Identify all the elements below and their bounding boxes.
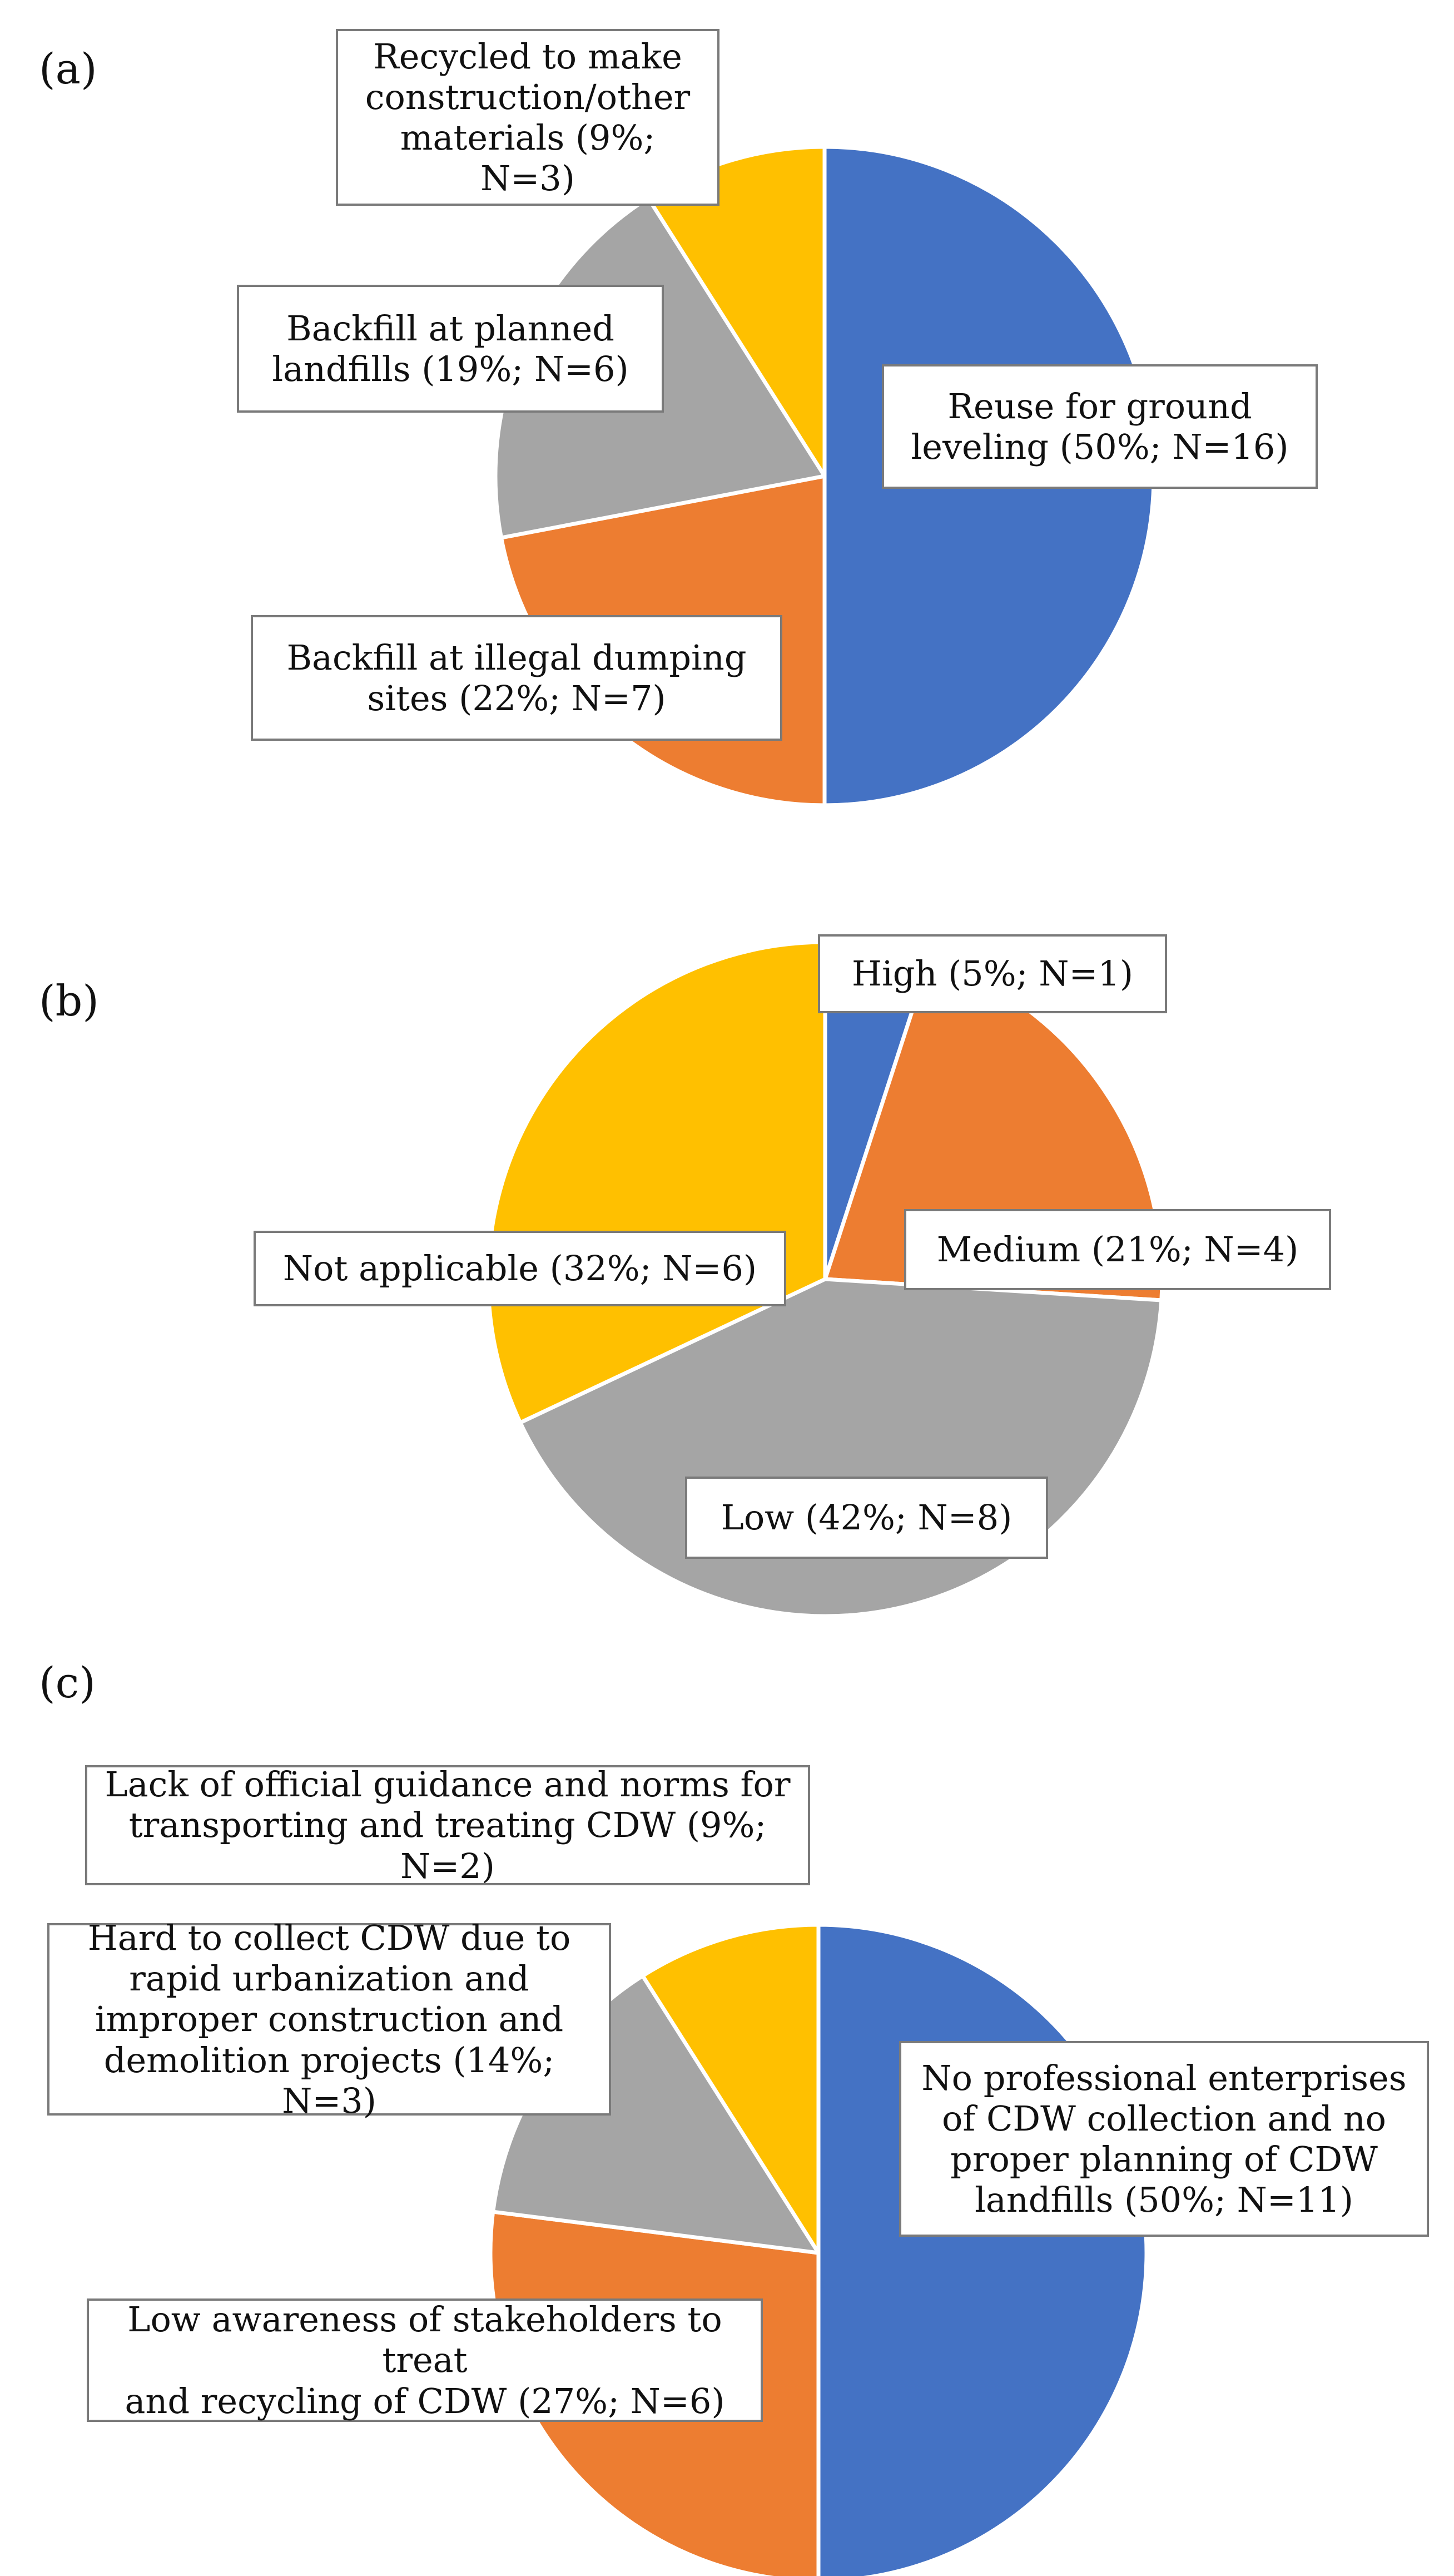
pie-slice-c-0 <box>816 1923 1149 2576</box>
pie-panel-b: (b) High (5%; N=1) Medium (21%; N=4) Not… <box>0 934 1454 1668</box>
panel-label-b: (b) <box>39 976 99 1026</box>
pie-panel-a: (a) Recycled to make construction/other … <box>0 0 1454 868</box>
slice-label-c-0: No professional enterprises of CDW colle… <box>899 2041 1429 2237</box>
pie-slice-c-3 <box>641 1923 821 2255</box>
slice-label-b-0: High (5%; N=1) <box>818 934 1167 1013</box>
slice-label-b-3: Not applicable (32%; N=6) <box>254 1231 786 1306</box>
slice-label-a-3: Recycled to make construction/other mate… <box>336 29 719 206</box>
slice-label-c-3: Lack of official guidance and norms for … <box>85 1764 810 1886</box>
panel-label-a: (a) <box>39 44 97 93</box>
slice-label-a-2: Backfill at planned landfills (19%; N=6) <box>237 285 664 413</box>
slice-label-c-2: Hard to collect CDW due to rapid urbaniz… <box>47 1918 611 2121</box>
slice-label-b-2: Low (42%; N=8) <box>685 1477 1048 1559</box>
panel-label-c: (c) <box>39 1658 96 1707</box>
pie-panel-c: (c) Lack of official guidance and norms … <box>0 1646 1454 2576</box>
slice-label-a-1: Backfill at illegal dumping sites (22%; … <box>251 615 782 741</box>
slice-label-b-1: Medium (21%; N=4) <box>904 1209 1331 1290</box>
slice-label-a-0: Reuse for ground leveling (50%; N=16) <box>882 364 1318 489</box>
slice-label-c-1: Low awareness of stakeholders to treat a… <box>87 2298 763 2422</box>
